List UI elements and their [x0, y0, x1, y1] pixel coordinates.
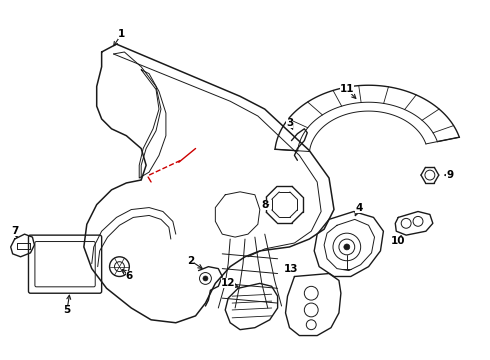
Text: 8: 8 [261, 199, 269, 210]
Text: 5: 5 [63, 305, 71, 315]
Text: 4: 4 [355, 203, 363, 212]
Circle shape [203, 276, 208, 281]
Text: 3: 3 [286, 118, 293, 128]
Circle shape [344, 244, 350, 250]
Text: 11: 11 [340, 84, 354, 94]
Text: 9: 9 [446, 170, 453, 180]
Text: 6: 6 [126, 271, 133, 282]
Text: 2: 2 [187, 256, 194, 266]
Text: 1: 1 [118, 29, 125, 39]
Text: 10: 10 [391, 236, 406, 246]
Text: 12: 12 [221, 278, 235, 288]
Text: 13: 13 [284, 264, 299, 274]
Text: 7: 7 [11, 226, 18, 236]
